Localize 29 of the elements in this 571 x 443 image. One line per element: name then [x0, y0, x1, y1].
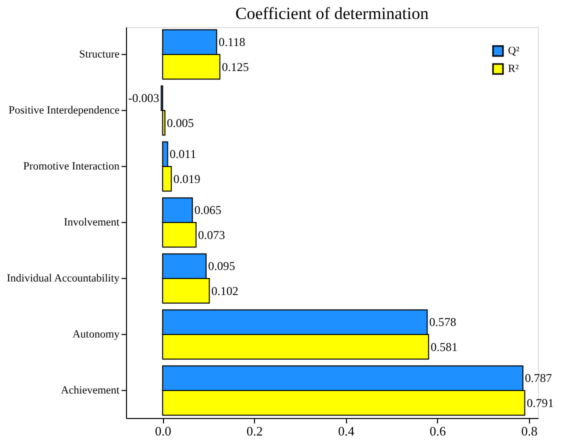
- legend-label: R²: [508, 63, 520, 75]
- data-label: 0.118: [218, 35, 246, 50]
- data-label: 0.125: [222, 60, 249, 74]
- y-tick-label: Autonomy: [72, 328, 120, 341]
- y-tick-label: Promotive Interaction: [23, 160, 120, 172]
- x-tick-label: 0.6: [430, 424, 446, 438]
- data-label: 0.102: [211, 284, 238, 298]
- data-label: -0.003: [128, 91, 160, 106]
- data-label: 0.073: [198, 228, 226, 242]
- data-label: 0.581: [430, 340, 458, 354]
- data-label: 0.019: [173, 172, 200, 186]
- y-tick-label: Structure: [79, 48, 120, 60]
- y-tick-label: Individual Accountability: [6, 272, 120, 285]
- data-label: 0.065: [194, 203, 222, 218]
- data-label: 0.005: [166, 116, 194, 130]
- x-tick-label: 0.4: [338, 424, 355, 438]
- data-label: 0.011: [170, 147, 196, 162]
- y-tick-label: Positive Interdependence: [8, 104, 120, 116]
- data-label: 0.791: [526, 396, 554, 410]
- y-tick-label: Achievement: [60, 384, 120, 397]
- chart-title: Coefficient of determination: [235, 4, 430, 23]
- x-tick-label: 0.2: [246, 424, 263, 438]
- legend-label: Q²: [508, 45, 520, 57]
- data-label: 0.095: [208, 259, 236, 274]
- data-label: 0.578: [429, 315, 456, 330]
- data-label: 0.787: [524, 371, 552, 386]
- y-tick-label: Involvement: [64, 216, 120, 228]
- x-tick-label: 0.8: [521, 424, 538, 438]
- x-tick-label: 0.0: [154, 424, 172, 438]
